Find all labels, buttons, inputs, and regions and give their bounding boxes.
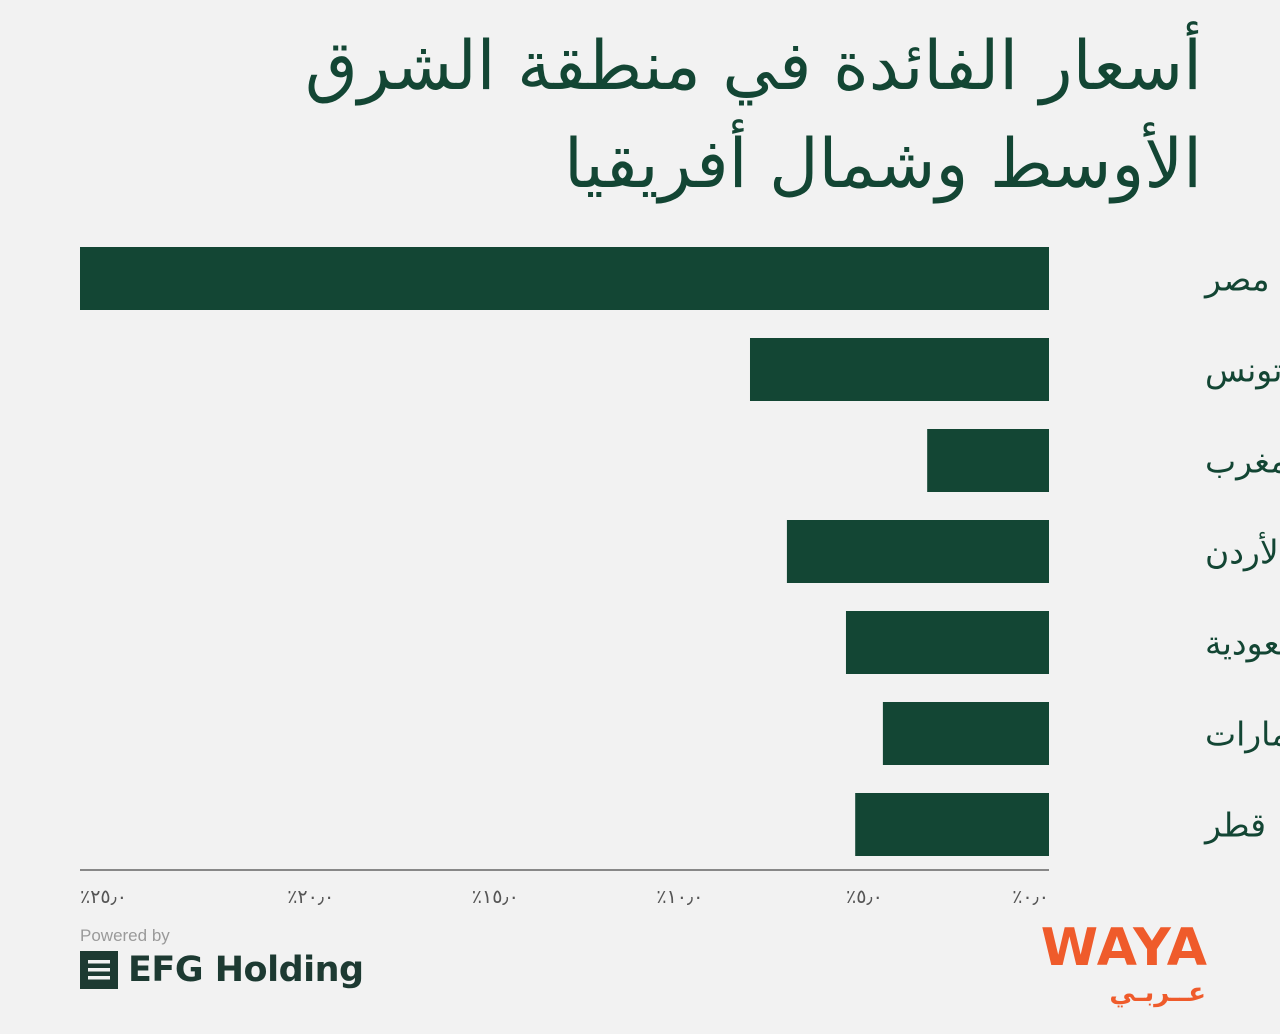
category-label-4: الأردن [1205,532,1280,572]
x-tick-label-4: ٪١٥٫٠ [472,886,519,908]
chart-title: أسعار الفائدة في منطقة الشرق الأوسط وشما… [305,27,1202,204]
bar-4 [786,520,1049,583]
bar-3 [927,429,1049,492]
category-label-7: قطر [1203,806,1266,845]
category-label-3: المغرب [1205,442,1280,481]
waya-logo: WAYA عــربـي [1041,918,1208,1014]
bar-chart: مصر تونس المغرب الأردن السعودية الإمارات قطر ٪٠… [80,247,1280,908]
bar-6 [882,702,1049,765]
waya-logo-latin: WAYA [1040,918,1208,978]
x-tick-label-3: ٪١٠٫٠ [656,886,703,908]
bar-2 [749,338,1049,401]
efg-logo-icon [80,951,118,989]
category-label-2: تونس [1205,351,1280,390]
bar-1 [80,247,1049,310]
efg-holding-text: EFG Holding [128,950,364,990]
bar-5 [845,611,1049,674]
category-label-1: مصر [1203,260,1270,299]
bar-7 [855,793,1049,856]
x-tick-label-1: ٪٠٫٠ [1012,886,1049,908]
x-tick-label-6: ٪٢٥٫٠ [80,886,127,908]
efg-holding-logo: EFG Holding [80,948,364,992]
category-label-6: الإمارات [1205,715,1280,754]
x-tick-label-5: ٪٢٠٫٠ [287,886,334,908]
x-tick-label-2: ٪٥٫٠ [846,886,883,908]
powered-by-label: Powered by [80,926,170,945]
waya-logo-arabic: عــربـي [1109,978,1206,1008]
category-label-5: السعودية [1205,624,1280,663]
